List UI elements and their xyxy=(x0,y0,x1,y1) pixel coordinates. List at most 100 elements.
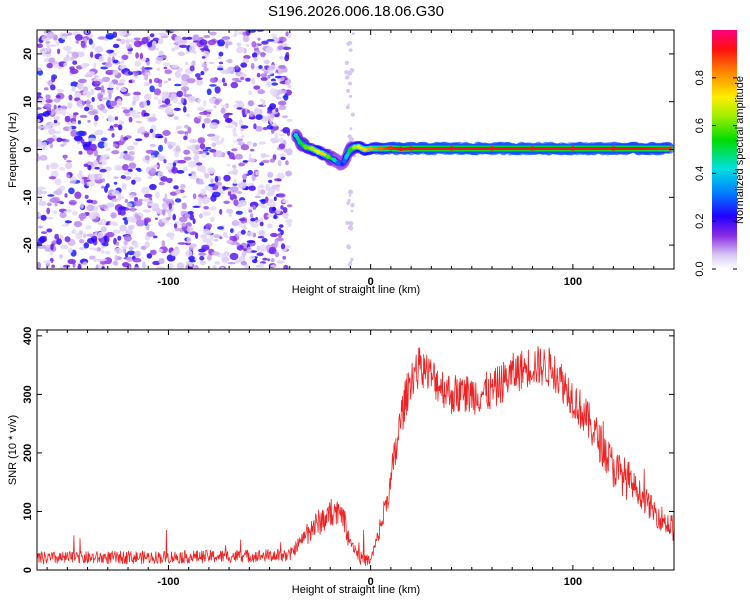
signal-point xyxy=(530,146,535,151)
noise-speckle xyxy=(117,124,123,131)
signal-point xyxy=(336,160,341,166)
noise-speckle xyxy=(143,100,148,108)
noise-speckle xyxy=(66,160,72,163)
noise-speckle xyxy=(54,233,60,240)
noise-speckle xyxy=(228,152,235,160)
noise-speckle xyxy=(172,213,176,221)
noise-speckle xyxy=(236,46,245,54)
noise-speckle xyxy=(197,98,201,104)
noise-speckle xyxy=(79,239,85,244)
noise-speckle xyxy=(349,226,354,231)
noise-speckle xyxy=(80,138,85,144)
y-tick-label: 100 xyxy=(22,502,34,520)
noise-speckle xyxy=(259,221,264,227)
noise-speckle xyxy=(146,61,150,66)
snr-panel: -100 0 100 0 100 200 300 400 Height of straight… xyxy=(7,327,675,596)
noise-speckle xyxy=(251,77,256,85)
noise-speckle xyxy=(237,181,247,189)
noise-speckle xyxy=(270,64,276,71)
y-tick-label: 10 xyxy=(22,96,34,108)
noise-speckle xyxy=(261,68,266,72)
noise-speckle xyxy=(38,225,44,229)
noise-speckle xyxy=(217,67,224,71)
noise-speckle xyxy=(236,242,241,246)
noise-speckle xyxy=(83,242,90,249)
noise-speckle xyxy=(250,62,255,70)
noise-speckle xyxy=(232,127,237,134)
noise-speckle xyxy=(78,247,86,250)
noise-speckle xyxy=(128,162,137,169)
noise-speckle xyxy=(176,90,183,98)
noise-speckle xyxy=(139,52,144,60)
noise-speckle xyxy=(169,235,174,241)
noise-speckle xyxy=(261,40,269,45)
noise-speckle xyxy=(94,45,104,53)
noise-speckle xyxy=(179,40,188,44)
noise-speckle xyxy=(254,219,260,223)
noise-speckle xyxy=(125,176,132,180)
signal-point xyxy=(293,133,298,138)
noise-speckle xyxy=(174,83,182,87)
noise-speckle xyxy=(104,250,111,255)
noise-speckle xyxy=(80,63,88,69)
noise-speckle xyxy=(262,126,268,131)
noise-speckle xyxy=(268,188,275,195)
noise-speckle xyxy=(213,105,217,109)
noise-speckle xyxy=(186,236,192,244)
noise-speckle xyxy=(186,226,194,233)
noise-speckle xyxy=(79,114,88,118)
noise-speckle xyxy=(66,174,71,179)
noise-speckle xyxy=(220,104,229,108)
noise-speckle xyxy=(263,59,270,65)
noise-speckle xyxy=(256,252,264,257)
noise-speckle xyxy=(282,115,288,119)
noise-speckle xyxy=(197,116,202,119)
noise-speckle xyxy=(345,105,350,110)
noise-speckle xyxy=(93,75,100,78)
noise-speckle xyxy=(63,210,71,213)
noise-speckle xyxy=(347,262,352,267)
noise-speckle xyxy=(223,82,228,87)
noise-speckle xyxy=(45,99,53,103)
noise-speckle xyxy=(130,207,136,212)
noise-speckle xyxy=(211,191,221,198)
noise-speckle xyxy=(248,209,253,213)
noise-speckle xyxy=(176,262,185,269)
noise-speckle xyxy=(87,165,92,171)
noise-speckle xyxy=(143,133,149,138)
noise-speckle xyxy=(192,205,201,208)
noise-speckle xyxy=(252,52,258,58)
noise-speckle xyxy=(242,58,249,64)
noise-speckle xyxy=(276,172,285,180)
noise-speckle xyxy=(233,199,239,207)
noise-speckle xyxy=(207,39,217,46)
noise-speckle xyxy=(227,58,233,64)
noise-speckle xyxy=(53,116,61,120)
noise-speckle xyxy=(235,210,243,215)
noise-speckle xyxy=(177,130,185,135)
noise-speckle xyxy=(48,128,56,135)
noise-speckle xyxy=(40,214,47,221)
noise-speckle xyxy=(256,245,261,252)
noise-speckle xyxy=(142,198,151,202)
noise-speckle xyxy=(47,202,52,207)
noise-speckle xyxy=(120,38,126,45)
noise-speckle xyxy=(260,189,266,195)
noise-speckle xyxy=(278,224,284,228)
noise-speckle xyxy=(46,228,53,233)
signal-point xyxy=(408,146,414,151)
noise-speckle xyxy=(230,81,239,89)
noise-speckle xyxy=(98,162,103,165)
noise-speckle xyxy=(166,177,173,184)
noise-speckle xyxy=(185,61,188,66)
noise-speckle xyxy=(89,143,97,152)
noise-speckle xyxy=(276,260,285,264)
noise-speckle xyxy=(60,244,69,250)
noise-speckle xyxy=(114,255,119,262)
noise-speckle xyxy=(174,45,179,51)
noise-speckle xyxy=(346,245,352,250)
noise-speckle xyxy=(267,171,274,178)
noise-speckle xyxy=(188,160,196,168)
